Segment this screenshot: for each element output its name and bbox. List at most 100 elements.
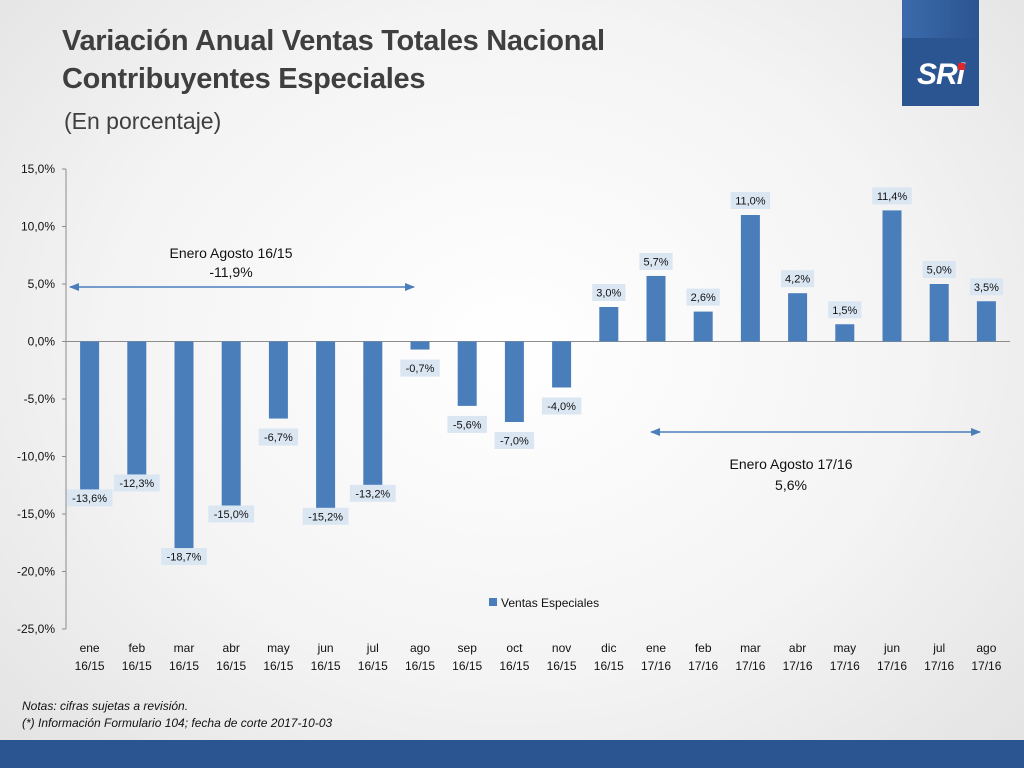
bar	[221, 341, 241, 514]
x-tick-label: feb	[695, 641, 712, 655]
y-tick-label: -25,0%	[17, 622, 55, 636]
bar	[363, 341, 383, 494]
annotation-label: Enero Agosto 17/16	[730, 456, 853, 472]
data-label-box	[730, 192, 771, 209]
data-label: 11,0%	[735, 196, 766, 208]
data-label: 1,5%	[832, 305, 857, 317]
x-tick-label: 17/16	[924, 659, 954, 673]
footer-bar	[0, 740, 1024, 768]
data-label-box	[686, 288, 720, 306]
data-label-box	[969, 278, 1003, 296]
data-label-box	[592, 284, 626, 301]
x-tick-label: 16/15	[263, 659, 293, 673]
bar	[976, 301, 996, 342]
data-label: -18,7%	[167, 552, 202, 564]
y-tick-label: 10,0%	[21, 220, 55, 234]
logo-accent-dot	[958, 63, 965, 70]
data-label: 11,4%	[877, 191, 908, 203]
y-tick-label: 0,0%	[28, 335, 56, 349]
y-tick-label: -15,0%	[17, 507, 55, 521]
x-tick-label: 17/16	[877, 659, 907, 673]
x-tick-label: sep	[458, 641, 478, 655]
y-tick-label: -10,0%	[17, 450, 55, 464]
y-tick-label: -5,0%	[24, 392, 56, 406]
x-tick-label: abr	[223, 641, 240, 655]
footnotes: Notas: cifras sujetas a revisión. (*) In…	[22, 698, 332, 732]
x-tick-label: jun	[883, 641, 900, 655]
data-label: -15,2%	[308, 511, 343, 523]
x-tick-label: jul	[932, 641, 945, 655]
data-label: -6,7%	[264, 432, 293, 444]
x-tick-label: 16/15	[594, 659, 624, 673]
x-tick-label: 17/16	[688, 659, 718, 673]
data-label-box	[922, 261, 956, 278]
x-tick-label: mar	[740, 641, 761, 655]
x-tick-label: ago	[410, 641, 430, 655]
x-tick-label: 16/15	[499, 659, 529, 673]
y-tick-label: 15,0%	[21, 162, 55, 176]
x-tick-label: nov	[552, 641, 571, 655]
x-tick-label: 17/16	[830, 659, 860, 673]
data-label: 5,7%	[643, 256, 668, 268]
x-tick-label: ene	[80, 641, 100, 655]
bar	[929, 284, 949, 342]
data-label-box	[494, 432, 535, 449]
data-label-box	[541, 397, 582, 415]
data-label: -4,0%	[547, 401, 576, 413]
bar	[268, 341, 288, 419]
data-label-box	[113, 474, 160, 492]
x-tick-label: abr	[789, 641, 806, 655]
x-tick-label: 16/15	[75, 659, 105, 673]
logo-text: SRi	[916, 58, 965, 91]
note-line-2: (*) Información Formulario 104; fecha de…	[22, 716, 333, 730]
data-label: -12,3%	[119, 478, 154, 490]
chart-title: Variación Anual Ventas Totales Nacional …	[62, 22, 605, 98]
bar	[410, 341, 430, 350]
x-tick-label: 16/15	[405, 659, 435, 673]
chart-subtitle: (En porcentaje)	[64, 108, 222, 134]
legend-swatch	[489, 598, 497, 606]
sri-logo: SRi	[902, 0, 979, 106]
bar	[599, 307, 619, 342]
bar	[127, 341, 147, 483]
title-line-1: Variación Anual Ventas Totales Nacional	[62, 25, 605, 57]
data-label: -13,6%	[72, 493, 107, 505]
x-tick-label: 17/16	[783, 659, 813, 673]
data-label: -7,0%	[500, 436, 529, 448]
bar	[316, 341, 336, 517]
data-label-box	[258, 428, 299, 446]
data-label-box	[66, 489, 113, 507]
legend-label: Ventas Especiales	[501, 596, 599, 610]
data-label-box	[639, 252, 673, 270]
bar	[504, 341, 524, 422]
data-label-box	[400, 359, 440, 377]
y-tick-label: -20,0%	[17, 565, 55, 579]
data-label-box	[781, 270, 815, 288]
data-label-box	[349, 484, 396, 502]
data-label-box	[447, 415, 487, 433]
data-label-box	[872, 187, 912, 205]
data-label-box	[302, 507, 349, 525]
data-label-box	[208, 505, 255, 523]
bar	[80, 341, 100, 498]
data-label: 4,2%	[785, 274, 810, 286]
x-tick-label: 16/15	[216, 659, 246, 673]
x-tick-label: oct	[506, 641, 523, 655]
x-tick-label: ago	[976, 641, 996, 655]
data-label: 3,0%	[596, 288, 621, 300]
data-label: -13,2%	[355, 488, 390, 500]
data-label: -0,7%	[406, 363, 435, 375]
bar	[457, 341, 477, 406]
y-tick-label: 5,0%	[28, 277, 56, 291]
data-label: 2,6%	[691, 292, 716, 304]
data-label: 5,0%	[927, 265, 952, 277]
x-tick-label: 16/15	[452, 659, 482, 673]
annotation-value: 5,6%	[775, 477, 807, 493]
data-label: -5,6%	[453, 419, 482, 431]
bar	[693, 311, 713, 342]
x-tick-label: 16/15	[169, 659, 199, 673]
data-label-box	[161, 548, 207, 566]
note-line-1: Notas: cifras sujetas a revisión.	[22, 699, 189, 713]
bar	[740, 215, 760, 342]
logo-stripe	[902, 0, 979, 38]
